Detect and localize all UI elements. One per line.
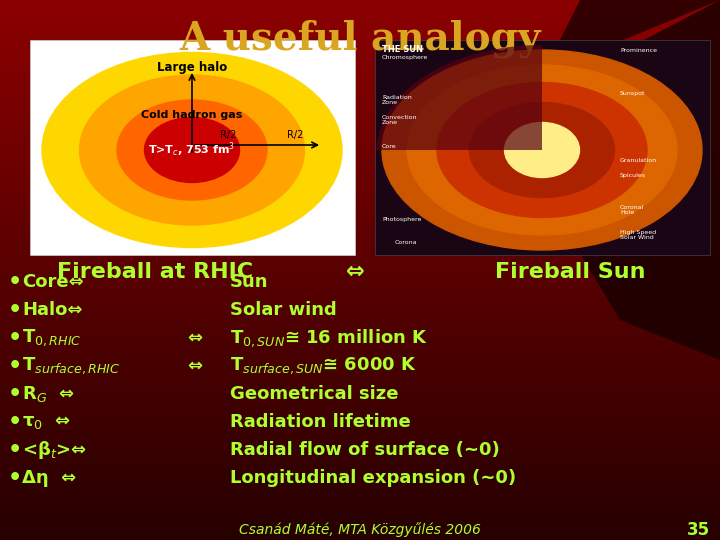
Text: Radial flow of surface (~0): Radial flow of surface (~0) bbox=[230, 441, 500, 459]
Text: Cold hadron gas: Cold hadron gas bbox=[141, 110, 243, 120]
Text: Chromosphere: Chromosphere bbox=[382, 56, 428, 60]
FancyBboxPatch shape bbox=[30, 40, 355, 255]
Text: •: • bbox=[8, 412, 22, 432]
Text: <β$_t$>⇔: <β$_t$>⇔ bbox=[22, 439, 87, 461]
Text: Radiation
Zone: Radiation Zone bbox=[382, 94, 412, 105]
Ellipse shape bbox=[505, 123, 580, 178]
Ellipse shape bbox=[407, 65, 677, 235]
Text: •: • bbox=[8, 468, 22, 488]
Text: R/2: R/2 bbox=[287, 130, 303, 140]
Text: •: • bbox=[8, 384, 22, 404]
Ellipse shape bbox=[79, 75, 305, 225]
PathPatch shape bbox=[530, 0, 720, 360]
Ellipse shape bbox=[437, 83, 647, 218]
Text: Sun: Sun bbox=[230, 273, 269, 291]
Ellipse shape bbox=[117, 100, 267, 200]
Text: τ$_0$  ⇔: τ$_0$ ⇔ bbox=[22, 413, 71, 431]
Text: •: • bbox=[8, 272, 22, 292]
Text: Fireball Sun: Fireball Sun bbox=[495, 262, 645, 282]
Text: •: • bbox=[8, 440, 22, 460]
Text: T>T$_c$, 753 fm$^3$: T>T$_c$, 753 fm$^3$ bbox=[148, 141, 235, 159]
Text: Corona: Corona bbox=[395, 240, 418, 245]
Text: Solar wind: Solar wind bbox=[230, 301, 337, 319]
Text: Δη  ⇔: Δη ⇔ bbox=[22, 469, 76, 487]
Text: 35: 35 bbox=[687, 521, 710, 539]
Text: High Speed
Solar Wind: High Speed Solar Wind bbox=[620, 230, 656, 240]
Text: T$_{surface,RHIC}$: T$_{surface,RHIC}$ bbox=[22, 356, 120, 376]
Text: ⇔: ⇔ bbox=[187, 357, 202, 375]
Ellipse shape bbox=[469, 103, 614, 198]
Text: ⇔: ⇔ bbox=[346, 262, 364, 282]
Text: Fireball at RHIC: Fireball at RHIC bbox=[57, 262, 253, 282]
Text: •: • bbox=[8, 356, 22, 376]
Text: Coronal
Hole: Coronal Hole bbox=[620, 205, 644, 215]
Text: T$_{0,RHIC}$: T$_{0,RHIC}$ bbox=[22, 328, 81, 348]
Ellipse shape bbox=[145, 118, 240, 183]
Text: Halo⇔: Halo⇔ bbox=[22, 301, 83, 319]
Ellipse shape bbox=[42, 52, 342, 247]
Text: Convection
Zone: Convection Zone bbox=[382, 114, 418, 125]
Text: •: • bbox=[8, 328, 22, 348]
Text: Prominence: Prominence bbox=[620, 48, 657, 52]
PathPatch shape bbox=[430, 0, 720, 160]
PathPatch shape bbox=[377, 45, 542, 150]
Text: Longitudinal expansion (~0): Longitudinal expansion (~0) bbox=[230, 469, 516, 487]
Ellipse shape bbox=[382, 50, 702, 250]
Text: THE SUN: THE SUN bbox=[382, 45, 423, 55]
Text: R$_G$  ⇔: R$_G$ ⇔ bbox=[22, 384, 75, 404]
Text: •: • bbox=[8, 300, 22, 320]
Text: T$_{0,SUN}$≅ 16 million K: T$_{0,SUN}$≅ 16 million K bbox=[230, 327, 428, 349]
Text: Spicules: Spicules bbox=[620, 172, 646, 178]
Text: Core⇔: Core⇔ bbox=[22, 273, 84, 291]
Text: R/2: R/2 bbox=[220, 130, 236, 140]
Text: ⇔: ⇔ bbox=[187, 329, 202, 347]
Text: Large halo: Large halo bbox=[157, 62, 227, 75]
Text: Csanád Máté, MTA Közgyűlés 2006: Csanád Máté, MTA Közgyűlés 2006 bbox=[239, 523, 481, 537]
Text: Photosphere: Photosphere bbox=[382, 218, 421, 222]
Text: Radiation lifetime: Radiation lifetime bbox=[230, 413, 410, 431]
Text: Core: Core bbox=[382, 145, 397, 150]
Text: Sunspot: Sunspot bbox=[620, 91, 646, 96]
Text: Geometrical size: Geometrical size bbox=[230, 385, 398, 403]
Text: A useful analogy: A useful analogy bbox=[179, 20, 541, 58]
Text: Granulation: Granulation bbox=[620, 158, 657, 163]
Text: T$_{surface,SUN}$≅ 6000 K: T$_{surface,SUN}$≅ 6000 K bbox=[230, 356, 417, 376]
FancyBboxPatch shape bbox=[375, 40, 710, 255]
